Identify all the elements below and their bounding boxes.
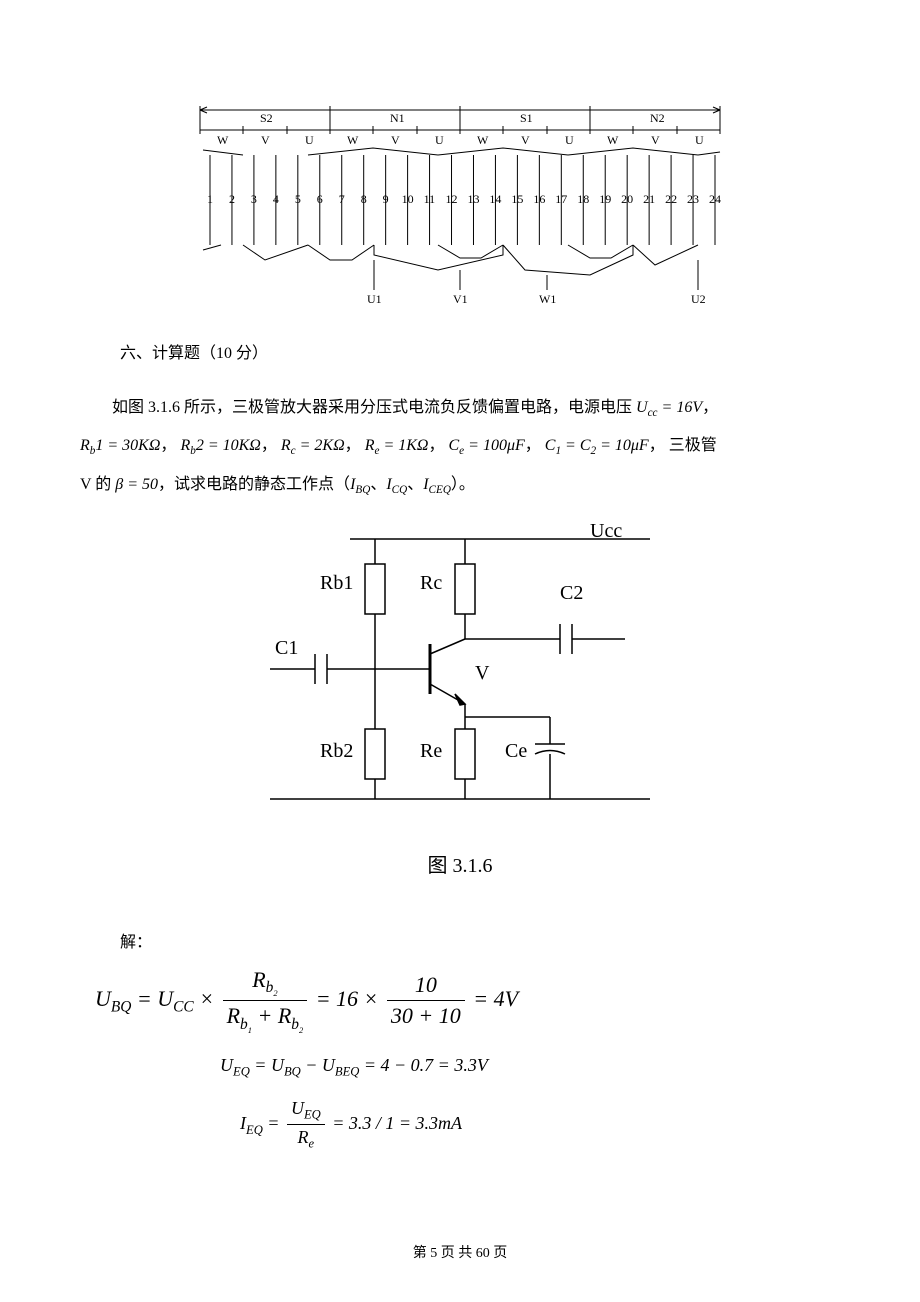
slot-number: 11 [424, 192, 436, 206]
page: S2 N1 S1 N2 W V U W V U W V U W V U 1234… [0, 0, 920, 1302]
label-rc: Rc [420, 572, 442, 594]
slot-number: 15 [511, 192, 523, 206]
slot-number: 5 [295, 192, 301, 206]
label-c2: C2 [560, 582, 583, 604]
phase-label: W [477, 133, 489, 147]
winding-diagram: S2 N1 S1 N2 W V U W V U W V U W V U 1234… [195, 100, 725, 315]
phase-label: U [305, 133, 314, 147]
slot-number: 21 [643, 192, 655, 206]
circuit-svg: Ucc Rb1 Rc C2 C1 V Rb2 Re Ce [260, 519, 660, 819]
label-ce: Ce [505, 740, 527, 762]
phase-label: V [521, 133, 530, 147]
equation-2: UEQ = UBQ − UBEQ = 4 − 0.7 = 3.3V [220, 1055, 840, 1080]
slot-number: 13 [467, 192, 479, 206]
figure-caption: 图 3.1.6 [80, 849, 840, 878]
label-c1: C1 [275, 637, 298, 659]
slot-number: 4 [273, 192, 279, 206]
pole-label: N2 [650, 111, 665, 125]
slot-number: 10 [402, 192, 414, 206]
phase-label: U [695, 133, 704, 147]
text: 如图 3.1.6 所示，三极管放大器采用分压式电流负反馈偏置电路，电源电压 [112, 399, 632, 416]
phase-label: W [217, 133, 229, 147]
equation-1: UBQ = UCC × Rb2 Rb1 + Rb2 = 16 × 10 30 +… [95, 967, 840, 1035]
slot-number: 8 [361, 192, 367, 206]
equation-3: IEQ = UEQ Re = 3.3 / 1 = 3.3mA [240, 1098, 840, 1152]
slot-number: 14 [489, 192, 501, 206]
slot-number: 22 [665, 192, 677, 206]
phase-label: V [651, 133, 660, 147]
label-rb2: Rb2 [320, 740, 353, 762]
slot-number: 9 [383, 192, 389, 206]
label-v: V [475, 662, 490, 684]
problem-text: 如图 3.1.6 所示，三极管放大器采用分压式电流负反馈偏置电路，电源电压 Uc… [80, 389, 840, 504]
circuit-diagram: Ucc Rb1 Rc C2 C1 V Rb2 Re Ce [260, 519, 660, 839]
slot-number: 12 [446, 192, 458, 206]
slot-number: 1 [207, 192, 213, 206]
slot-number: 24 [709, 192, 721, 206]
slot-number: 20 [621, 192, 633, 206]
slot-number: 23 [687, 192, 699, 206]
slot-number: 3 [251, 192, 257, 206]
slot-number: 6 [317, 192, 323, 206]
phase-label: W [607, 133, 619, 147]
slot-number: 19 [599, 192, 611, 206]
phase-label: U [565, 133, 574, 147]
page-footer: 第 5 页 共 60 页 [0, 1242, 920, 1262]
slot-number: 16 [533, 192, 545, 206]
lead-label: W1 [539, 292, 556, 306]
phase-label: V [391, 133, 400, 147]
label-rb1: Rb1 [320, 572, 353, 594]
lead-label: U1 [367, 292, 382, 306]
label-re: Re [420, 740, 442, 762]
phase-label: W [347, 133, 359, 147]
slot-number: 2 [229, 192, 235, 206]
pole-label: S2 [260, 111, 273, 125]
lead-label: U2 [691, 292, 706, 306]
phase-label: V [261, 133, 270, 147]
section-heading: 六、计算题（10 分） [120, 340, 840, 369]
pole-label: S1 [520, 111, 533, 125]
solution-label: 解： [120, 928, 840, 952]
slot-number: 7 [339, 192, 345, 206]
lead-label: V1 [453, 292, 468, 306]
pole-label: N1 [390, 111, 405, 125]
slot-number: 17 [555, 192, 567, 206]
slot-number: 18 [577, 192, 589, 206]
winding-svg: S2 N1 S1 N2 W V U W V U W V U W V U 1234… [195, 100, 725, 315]
label-ucc: Ucc [590, 520, 622, 542]
phase-label: U [435, 133, 444, 147]
